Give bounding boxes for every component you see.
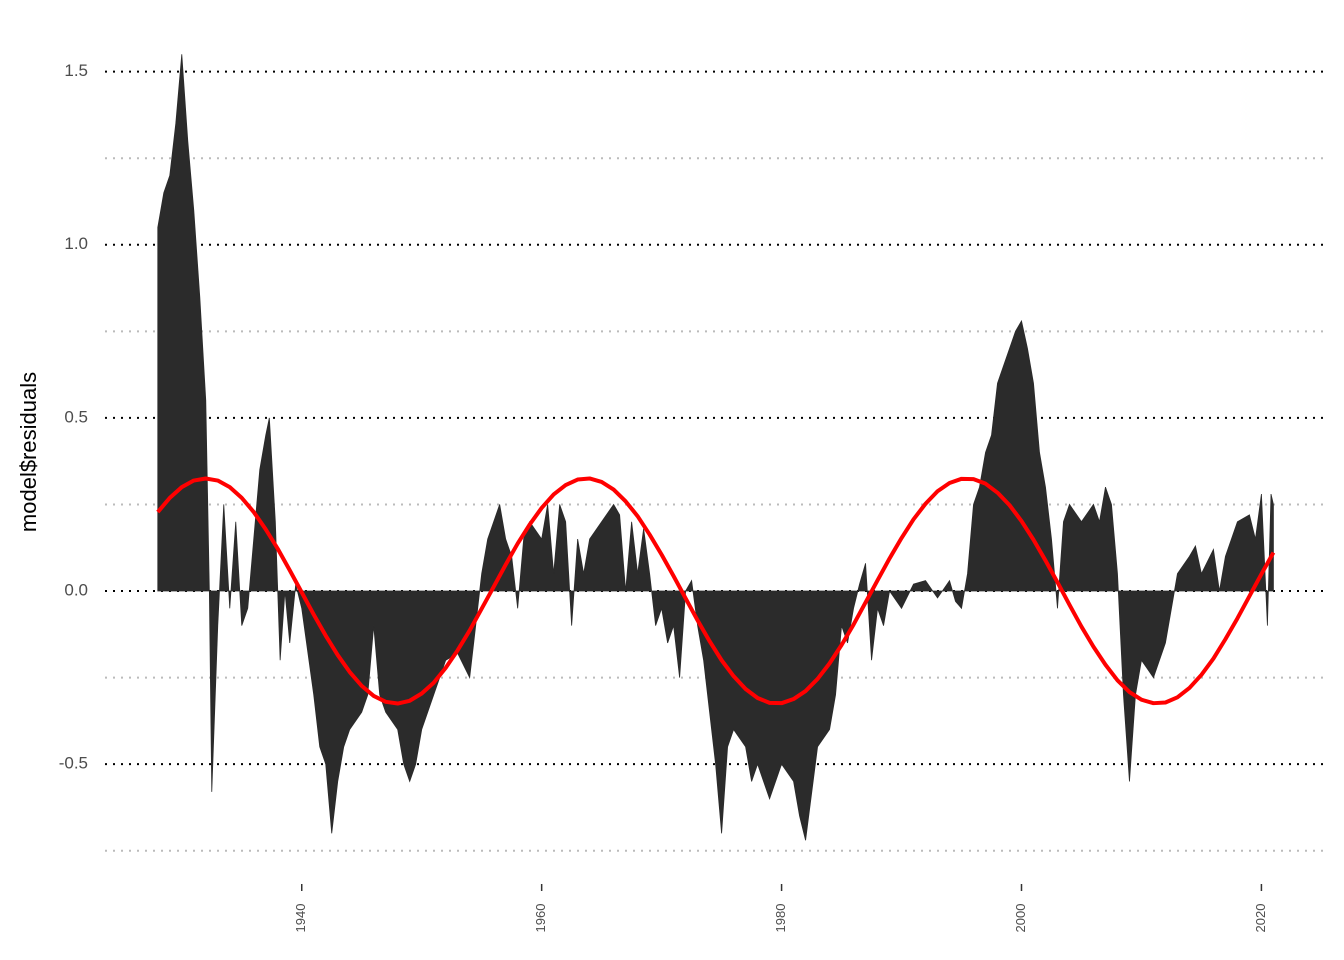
residual-area: [157, 54, 1274, 841]
x-tick-label: 1940: [293, 904, 308, 933]
x-tick-label: 2000: [1013, 904, 1028, 933]
y-tick-label: 0.0: [64, 580, 88, 599]
y-axis-title: model$residuals: [16, 372, 41, 532]
y-tick-label: 1.5: [64, 61, 88, 80]
x-tick-label: 1960: [533, 904, 548, 933]
y-tick-label: 0.5: [64, 407, 88, 426]
y-tick-label: -0.5: [59, 754, 88, 773]
x-tick-label: 2020: [1253, 904, 1268, 933]
fit-line: [156, 476, 1276, 706]
x-tick-label: 1980: [773, 904, 788, 933]
y-tick-label: 1.0: [64, 234, 88, 253]
